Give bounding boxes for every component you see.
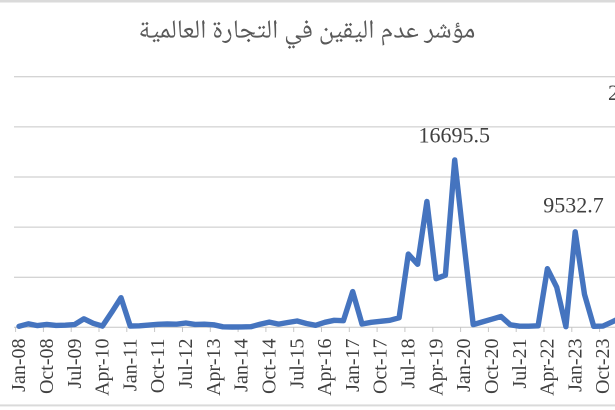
svg-text:Jul-15: Jul-15 bbox=[286, 339, 308, 389]
svg-text:Jul-18: Jul-18 bbox=[398, 339, 420, 389]
svg-text:Oct-20: Oct-20 bbox=[481, 339, 503, 395]
svg-text:Jul-09: Jul-09 bbox=[64, 339, 86, 389]
svg-text:Apr-10: Apr-10 bbox=[92, 339, 114, 396]
svg-text:Oct-11: Oct-11 bbox=[147, 339, 169, 394]
svg-text:Jul-12: Jul-12 bbox=[175, 339, 197, 389]
svg-text:Oct-23: Oct-23 bbox=[592, 339, 614, 395]
svg-text:Jul-21: Jul-21 bbox=[509, 339, 531, 389]
svg-text:Jan-23: Jan-23 bbox=[564, 339, 586, 392]
svg-text:Oct-14: Oct-14 bbox=[259, 339, 281, 395]
svg-text:16695.5: 16695.5 bbox=[418, 122, 490, 147]
svg-text:Jan-17: Jan-17 bbox=[342, 339, 364, 392]
svg-text:9532.7: 9532.7 bbox=[543, 193, 604, 218]
svg-text:Jan-11: Jan-11 bbox=[119, 339, 141, 392]
svg-text:Oct-17: Oct-17 bbox=[370, 339, 392, 395]
svg-text:Oct-08: Oct-08 bbox=[36, 339, 58, 395]
svg-text:Apr-13: Apr-13 bbox=[203, 339, 225, 396]
svg-text:Jan-20: Jan-20 bbox=[453, 339, 475, 392]
svg-text:Apr-22: Apr-22 bbox=[537, 339, 559, 396]
svg-text:Jan-14: Jan-14 bbox=[231, 339, 253, 392]
svg-text:Apr-16: Apr-16 bbox=[314, 339, 336, 396]
svg-text:Jan-08: Jan-08 bbox=[8, 339, 30, 392]
svg-text:2: 2 bbox=[608, 80, 615, 105]
svg-text:Apr-19: Apr-19 bbox=[425, 339, 447, 396]
